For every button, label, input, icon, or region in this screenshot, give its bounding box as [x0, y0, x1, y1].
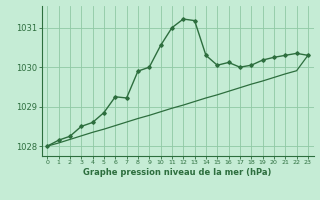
X-axis label: Graphe pression niveau de la mer (hPa): Graphe pression niveau de la mer (hPa) [84, 168, 272, 177]
